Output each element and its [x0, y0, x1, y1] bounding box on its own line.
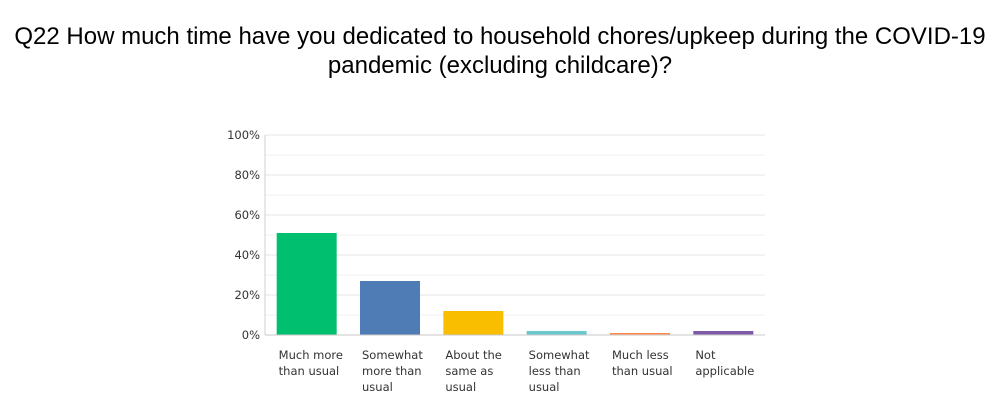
x-tick-label: Not applicable [695, 348, 754, 378]
y-tick-label: 20% [234, 288, 260, 302]
x-tick-label: About the same as usual [445, 348, 502, 394]
y-tick-label: 80% [234, 168, 260, 182]
x-tick-label: Much less than usual [612, 348, 673, 378]
bar [693, 331, 754, 335]
x-tick-label: Somewhat more than usual [362, 348, 423, 394]
chart-title-line-2: pandemic (excluding childcare)? [327, 52, 673, 79]
bar [360, 281, 420, 335]
x-tick-label: Much more than usual [279, 348, 343, 378]
y-tick-label: 100% [227, 128, 260, 142]
bar [526, 331, 587, 335]
y-tick-label: 40% [234, 248, 260, 262]
y-tick-label: 60% [234, 208, 260, 222]
bar [610, 333, 670, 335]
x-tick-label: Somewhat less than usual [529, 348, 590, 394]
bar [443, 311, 504, 335]
bar [276, 233, 337, 335]
y-tick-label: 0% [242, 328, 260, 342]
chart-title-line-1: Q22 How much time have you dedicated to … [14, 23, 986, 50]
chart-title: Q22 How much time have you dedicated to … [0, 22, 1000, 80]
